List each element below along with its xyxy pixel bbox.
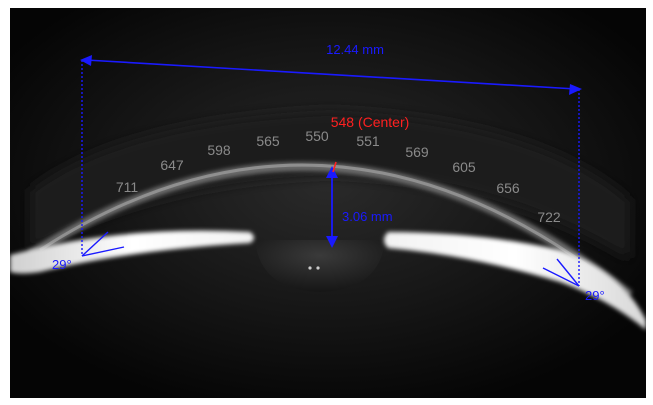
angle-right-ray-b xyxy=(556,258,580,287)
angle-left-label: 29° xyxy=(52,257,72,272)
width-label: 12.44 mm xyxy=(326,42,384,57)
thickness-label: 711 xyxy=(116,179,139,195)
chamber-haze xyxy=(30,110,630,260)
thickness-label: 565 xyxy=(256,133,280,149)
thickness-label: 647 xyxy=(160,157,184,173)
angle-left-ray-a xyxy=(81,231,109,257)
thickness-label: 550 xyxy=(305,128,329,144)
center-tick xyxy=(332,161,337,173)
reflection-dot xyxy=(316,266,320,270)
angle-left-ray-b xyxy=(81,246,125,257)
reflection-dot xyxy=(308,266,312,270)
depth-arrow-bottom xyxy=(326,236,338,248)
oct-image-frame: 12.44 mm 3.06 mm 29° 29° 548 (Center) 71… xyxy=(10,8,646,398)
angle-right-ray-a xyxy=(542,267,580,287)
iris-right xyxy=(384,232,646,330)
lens xyxy=(255,240,385,292)
thickness-label: 722 xyxy=(537,209,561,225)
thickness-label: 598 xyxy=(207,142,231,158)
width-line xyxy=(85,59,577,90)
width-arrow-left xyxy=(80,55,92,66)
iris-left xyxy=(10,230,254,274)
depth-arrow-top xyxy=(326,166,338,178)
thickness-label: 605 xyxy=(452,159,476,175)
thickness-label: 551 xyxy=(356,133,380,149)
thickness-label: 656 xyxy=(496,180,520,196)
thickness-label: 569 xyxy=(405,144,429,160)
center-thickness-label: 548 (Center) xyxy=(331,114,410,130)
cornea-inner-edge xyxy=(39,163,621,292)
depth-label: 3.06 mm xyxy=(342,209,393,224)
anterior-segment-scan: 12.44 mm 3.06 mm 29° 29° 548 (Center) 71… xyxy=(10,8,646,398)
angle-right-label: 29° xyxy=(585,288,605,303)
width-arrow-right xyxy=(569,84,582,95)
